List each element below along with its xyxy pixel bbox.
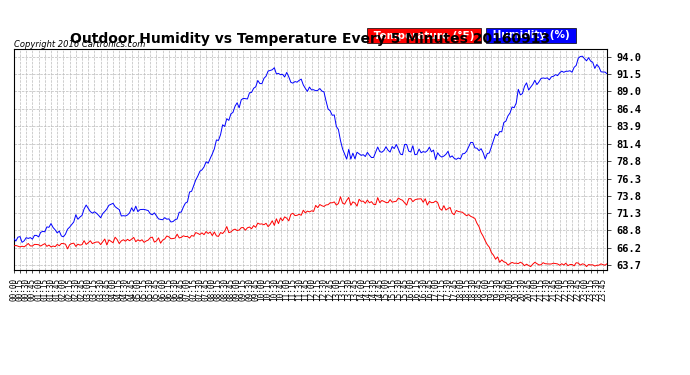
Text: Temperature (°F): Temperature (°F) [370, 30, 478, 40]
Title: Outdoor Humidity vs Temperature Every 5 Minutes 20160913: Outdoor Humidity vs Temperature Every 5 … [70, 32, 551, 46]
Text: Copyright 2016 Cartronics.com: Copyright 2016 Cartronics.com [14, 40, 145, 49]
Text: Humidity (%): Humidity (%) [489, 30, 573, 40]
